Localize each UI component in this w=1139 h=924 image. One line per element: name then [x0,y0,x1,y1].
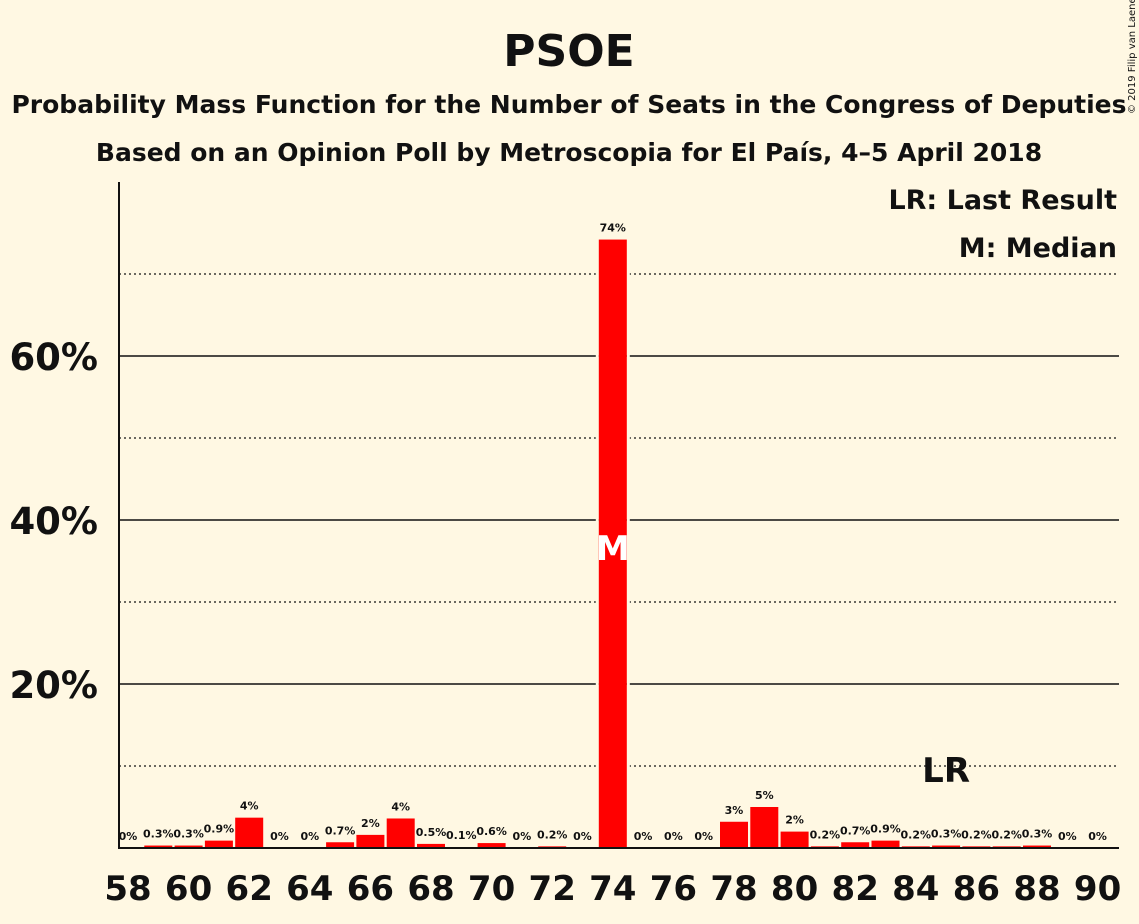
y-tick-label: 40% [9,500,98,543]
x-tick-label: 74 [589,869,636,909]
bar-seat-82 [841,842,870,848]
gridline-gap-right [626,682,630,686]
y-tick-label: 20% [9,664,98,707]
data-label-seat-82: 0.7% [840,824,871,837]
gridline-gap-left [595,518,599,522]
bar-seat-74 [598,239,627,848]
data-label-seat-73: 0% [573,830,592,843]
data-label-seat-77: 0% [694,830,713,843]
bar-seat-85 [932,845,961,848]
data-label-seat-72: 0.2% [537,828,568,841]
gridline-gap-left [595,354,599,358]
bar-seat-88 [1023,845,1051,848]
y-tick-label: 60% [9,336,98,379]
data-label-seat-75: 0% [634,830,653,843]
data-label-seat-66: 2% [361,817,380,830]
bar-seat-61 [204,840,233,848]
chart-subtitle-2: Based on an Opinion Poll by Metroscopia … [96,138,1042,167]
x-tick-label: 62 [226,869,273,909]
data-label-seat-85: 0.3% [931,828,962,841]
data-label-seat-79: 5% [755,789,774,802]
x-tick-label: 88 [1013,869,1060,909]
chart-subtitle: Probability Mass Function for the Number… [11,90,1126,119]
copyright-notice: © 2019 Filip van Laenen [1127,0,1138,114]
data-label-seat-58: 0% [119,830,138,843]
bar-seat-80 [780,831,809,848]
x-tick-label: 82 [832,869,879,909]
x-tick-label: 66 [347,869,394,909]
gridline-gap-right [626,764,630,768]
x-tick-labels: 58 60 62 64 66 68 70 72 74 76 78 80 82 84 86 88 90 [104,869,1121,909]
last-result-marker: LR [922,751,970,791]
data-label-seat-65: 0.7% [325,824,356,837]
data-label-seat-88: 0.3% [1022,828,1053,841]
data-label-seat-67: 4% [391,800,410,813]
x-tick-label: 86 [953,869,1000,909]
gridline-gap-right [626,600,630,604]
bar-seat-60 [174,845,203,848]
data-label-seat-87: 0.2% [991,828,1022,841]
gridline-gap-right [626,272,630,276]
data-label-seat-60: 0.3% [173,828,204,841]
y-tick-labels: 20% 40% 60% [9,336,98,707]
x-tick-label: 84 [892,869,939,909]
x-tick-label: 70 [468,869,515,909]
data-label-seat-83: 0.9% [870,823,901,836]
data-label-seat-62: 4% [240,800,259,813]
data-label-seat-76: 0% [664,830,683,843]
bars [144,239,1051,848]
x-tick-label: 68 [407,869,454,909]
bar-seat-67 [386,818,415,848]
gridline-gap-left [595,600,599,604]
data-label-seat-86: 0.2% [961,828,992,841]
bar-seat-68 [417,843,445,848]
gridline-gap-left [595,764,599,768]
data-label-seat-59: 0.3% [143,828,174,841]
data-label-seat-90: 0% [1088,830,1107,843]
markers: M LR [596,529,970,791]
bar-seat-65 [326,842,355,848]
bar-seat-78 [720,821,748,848]
x-tick-label: 76 [650,869,697,909]
gridline-gap-left [595,272,599,276]
data-labels: 0% 0.3% 0.3% 0.9%4%0% 0% 0.7%2%4%0.5% 0.1% 0.6%… [119,222,1107,843]
median-marker: M [596,529,630,569]
data-label-seat-84: 0.2% [901,828,932,841]
bar-seat-83 [871,840,900,848]
data-label-seat-81: 0.2% [810,828,841,841]
gridline-gap-right [626,436,630,440]
data-label-seat-80: 2% [785,814,804,827]
gridline-gap-left [595,682,599,686]
legend-last-result: LR: Last Result [888,185,1117,216]
x-tick-label: 80 [771,869,818,909]
x-tick-label: 72 [529,869,576,909]
data-label-seat-89: 0% [1058,830,1077,843]
data-label-seat-61: 0.9% [204,823,235,836]
legend-median: M: Median [959,233,1117,264]
x-tick-label: 64 [286,869,333,909]
bar-seat-62 [235,817,264,848]
bar-seat-66 [356,834,385,848]
data-label-seat-71: 0% [513,830,532,843]
bar-seat-79 [750,807,779,848]
data-label-seat-78: 3% [725,804,744,817]
chart-title: PSOE [503,26,634,77]
bar-seat-70 [477,843,506,848]
x-tick-label: 90 [1074,869,1121,909]
data-label-seat-69: 0.1% [446,829,477,842]
data-label-seat-74: 74% [600,222,626,235]
data-label-seat-63: 0% [270,830,289,843]
gridline-gap-right [626,518,630,522]
gridline-gap-left [595,436,599,440]
gridline-gap-right [626,354,630,358]
x-tick-label: 60 [165,869,212,909]
data-label-seat-68: 0.5% [416,826,447,839]
data-label-seat-70: 0.6% [476,825,507,838]
data-label-seat-64: 0% [300,830,319,843]
bar-seat-59 [144,845,173,848]
x-tick-label: 58 [104,869,151,909]
x-tick-label: 78 [710,869,757,909]
